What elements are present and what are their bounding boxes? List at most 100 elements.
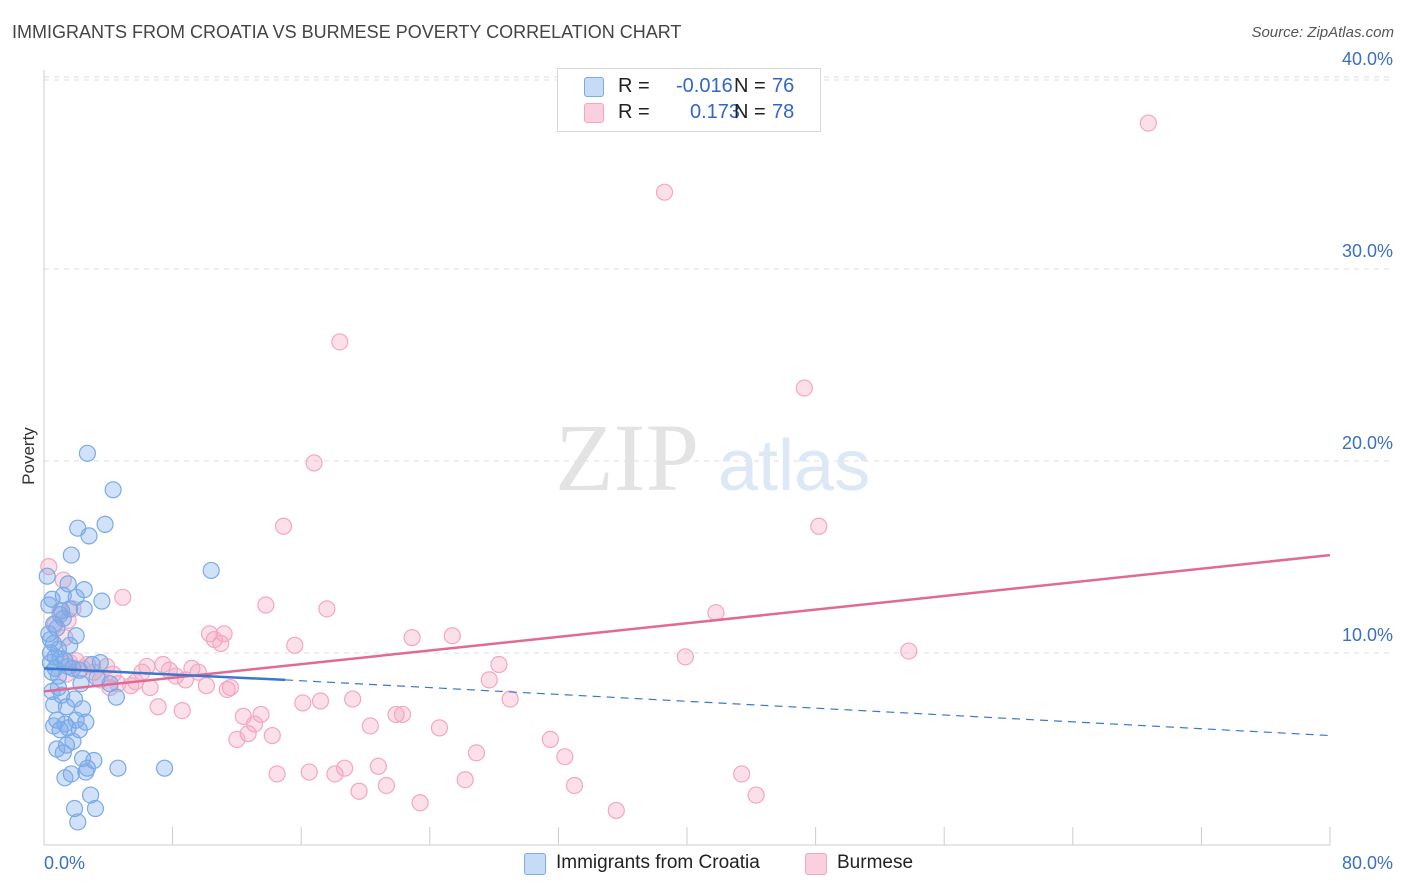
burmese-point	[733, 765, 751, 783]
correlation-legend: R = -0.016 N = 76 R = 0.173 N = 78	[557, 68, 821, 132]
croatia-point	[202, 561, 220, 580]
x-tick-label: 0.0%	[44, 853, 85, 873]
burmese-point	[747, 786, 765, 804]
burmese-point	[318, 600, 336, 618]
burmese-point	[565, 776, 584, 795]
burmese-point	[305, 454, 323, 472]
burmese-swatch	[584, 103, 604, 123]
y-tick-label: 10.0%	[1342, 625, 1393, 645]
burmese-point	[369, 757, 387, 775]
burmese-point	[707, 604, 725, 622]
burmese-point	[212, 634, 230, 653]
burmese-point	[221, 678, 240, 697]
croatia-point	[109, 759, 127, 777]
burmese-legend-label: Burmese	[837, 852, 914, 873]
croatia-swatch	[584, 77, 604, 97]
croatia-point	[38, 567, 56, 585]
burmese-point	[294, 694, 312, 712]
legend-n-label: N =	[734, 101, 766, 123]
legend-r-value: -0.016	[676, 75, 733, 97]
trend-lines	[43, 553, 1331, 737]
burmese-point	[286, 636, 304, 654]
burmese-point	[149, 698, 167, 716]
burmese-point	[252, 705, 270, 724]
burmese-point	[900, 642, 918, 660]
burmese-point	[501, 690, 519, 708]
burmese-point	[173, 701, 191, 720]
croatia-point	[54, 744, 72, 762]
burmese-point	[443, 627, 461, 645]
axes-layer	[43, 70, 1331, 846]
croatia-point	[59, 657, 77, 676]
burmese-point	[331, 333, 349, 351]
croatia-point	[45, 717, 63, 735]
burmese-legend-swatch	[805, 853, 827, 875]
croatia-point	[61, 636, 79, 654]
croatia-point	[67, 588, 85, 606]
burmese-point	[300, 763, 318, 781]
burmese-point	[104, 665, 122, 683]
burmese-point	[430, 719, 449, 737]
burmese-point	[311, 692, 330, 710]
burmese-point	[268, 765, 286, 783]
croatia-point	[41, 630, 60, 649]
burmese-point	[245, 715, 264, 733]
croatia-point	[78, 444, 97, 462]
croatia-point	[93, 592, 111, 610]
croatia-point	[65, 799, 84, 818]
burmese-point	[480, 671, 498, 689]
burmese-point	[263, 726, 281, 745]
burmese-point	[456, 771, 474, 789]
source-label: Source: ZipAtlas.com	[1251, 24, 1394, 41]
burmese-point	[377, 776, 395, 795]
croatia-point	[59, 575, 77, 593]
burmese-point	[344, 690, 362, 708]
burmese-point	[676, 648, 694, 666]
burmese-point	[350, 782, 368, 800]
watermark-zip: ZIP	[555, 404, 699, 511]
croatia-point	[86, 799, 105, 818]
croatia-trend-line	[43, 667, 286, 682]
croatia-point	[85, 751, 103, 770]
croatia-point	[69, 813, 87, 831]
burmese-trend-line	[43, 553, 1331, 693]
burmese-point	[114, 588, 132, 606]
burmese-point	[655, 183, 674, 201]
burmese-point	[607, 801, 625, 820]
croatia-point	[73, 700, 92, 718]
burmese-point	[387, 705, 405, 724]
burmese-point	[403, 629, 421, 647]
croatia-trend-extension	[285, 679, 1331, 737]
burmese-point	[1139, 114, 1157, 132]
burmese-point	[467, 744, 486, 762]
watermark-atlas: atlas	[718, 426, 870, 506]
croatia-point	[62, 546, 80, 564]
burmese-point	[361, 717, 379, 735]
croatia-point	[91, 653, 109, 672]
croatia-point	[107, 688, 125, 706]
croatia-point	[155, 759, 174, 777]
burmese-point	[197, 677, 215, 695]
legend-n-value: 76	[772, 75, 795, 97]
legend-n-value: 78	[772, 101, 795, 123]
burmese-point	[215, 625, 233, 643]
burmese-point	[556, 748, 574, 766]
burmese-point	[795, 379, 813, 397]
burmese-point	[411, 794, 429, 812]
croatia-point	[56, 769, 74, 787]
croatia-point	[51, 605, 69, 624]
chart-title: IMMIGRANTS FROM CROATIA VS BURMESE POVER…	[12, 22, 682, 42]
croatia-legend-label: Immigrants from Croatia	[556, 852, 760, 873]
grid-layer	[44, 76, 1392, 654]
burmese-point	[810, 517, 828, 535]
legend-n-label: N =	[734, 75, 766, 97]
y-tick-label: 30.0%	[1342, 241, 1393, 261]
burmese-point	[154, 655, 172, 674]
legend-r-value: 0.173	[690, 101, 741, 123]
croatia-point	[45, 696, 63, 714]
burmese-point	[326, 765, 344, 783]
watermark: ZIP atlas	[555, 404, 870, 511]
y-tick-label: 40.0%	[1342, 49, 1393, 69]
burmese-point	[490, 655, 508, 674]
